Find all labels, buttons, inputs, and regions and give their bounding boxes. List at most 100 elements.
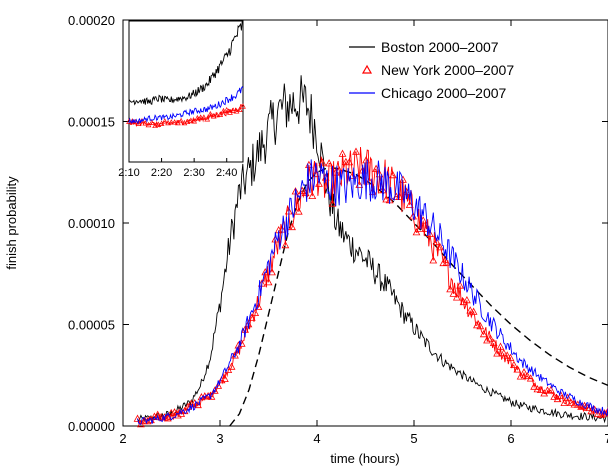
inset: 2:10 2:20 2:30 2:40 [118, 20, 246, 179]
series-marker-new [436, 243, 444, 251]
series-marker-new [496, 342, 505, 350]
series-marker-new [352, 147, 360, 155]
inset-x-tick-label: 2:10 [118, 167, 139, 179]
series-marker-new [251, 308, 260, 317]
axis-ticks [122, 19, 608, 427]
series-marker-new [476, 321, 485, 330]
series-marker-new [315, 179, 323, 187]
series-marker-new [594, 409, 602, 418]
y-tick-label: 0.00020 [68, 13, 115, 28]
series-marker-new [520, 368, 528, 376]
series-marker-new [264, 278, 273, 286]
series-marker-new [473, 321, 481, 329]
series-marker-new [452, 293, 461, 301]
inset-series [126, 20, 246, 129]
y-tick-label: 0.00010 [68, 216, 115, 231]
inset-series-marker-newyork [223, 106, 230, 113]
series-marker-new [214, 381, 223, 389]
legend-label-chicago: Chicago 2000–2007 [381, 85, 507, 101]
inset-series-marker-newyork [178, 117, 184, 124]
x-axis-label: time (hours) [330, 451, 399, 466]
y-axis-label: finish probability [4, 176, 19, 270]
series-layer [133, 75, 608, 428]
inset-series-marker-newyork [171, 119, 178, 125]
series-marker-new [483, 336, 491, 344]
inset-x-tick-label: 2:20 [151, 167, 172, 179]
inset-series-marker-newyork [168, 119, 175, 125]
inset-series-marker-newyork [161, 118, 168, 124]
series-marker-new [412, 228, 421, 236]
series-marker-new [163, 414, 172, 422]
inset-tick-labels: 2:10 2:20 2:30 2:40 [118, 167, 237, 179]
series-marker-new [180, 406, 189, 415]
series-marker-new [335, 166, 344, 174]
inset-series-marker-newyork [240, 103, 246, 109]
series-marker-new [503, 351, 512, 359]
inset-series-marker-newyork [191, 118, 197, 124]
x-tick-label: 3 [216, 431, 223, 446]
series-marker-new [308, 191, 317, 200]
series-marker-new [530, 382, 538, 390]
inset-series-marker-newyork [155, 121, 162, 127]
legend-label-newyork: New York 2000–2007 [381, 62, 514, 78]
legend-label-boston: Boston 2000–2007 [381, 39, 499, 55]
inset-series-marker-newyork [204, 116, 211, 122]
series-marker-new [318, 158, 327, 166]
series-marker-new [510, 360, 518, 369]
x-tick-label: 6 [507, 431, 514, 446]
y-tick-label: 0.00015 [68, 115, 115, 130]
inset-series-line-chicago [128, 86, 244, 125]
series-marker-new [325, 159, 333, 167]
series-marker-new [382, 195, 391, 203]
series-marker-new [305, 160, 313, 169]
inset-series-marker-newyork [165, 119, 171, 126]
series-marker-new [338, 149, 347, 157]
series-marker-new [268, 268, 276, 276]
x-tick-label: 2 [119, 431, 126, 446]
inset-series-marker-newyork [217, 111, 224, 117]
series-marker-new [479, 329, 488, 338]
series-marker-new [526, 374, 535, 382]
series-marker-new [254, 302, 263, 310]
x-tick-label: 4 [313, 431, 320, 446]
series-marker-new [227, 362, 236, 370]
inset-series-marker-newyork [214, 111, 220, 118]
series-marker-new [560, 398, 569, 407]
inset-series-marker-newyork [194, 114, 201, 121]
series-marker-new [399, 175, 407, 183]
series-marker-new [170, 408, 179, 416]
inset-series-marker-newyork [188, 117, 194, 123]
series-marker-new [547, 385, 555, 394]
series-marker-new [523, 371, 532, 380]
series-line-fit [229, 167, 608, 427]
inset-series-line-boston [128, 20, 244, 106]
y-tick-label: 0.00005 [68, 318, 115, 333]
series-marker-new [247, 313, 256, 321]
series-marker-new [446, 285, 454, 293]
series-line-chicago [137, 159, 608, 425]
series-marker-new [486, 334, 495, 342]
series-marker-new [499, 348, 508, 357]
x-tick-labels: 2 3 4 5 6 7 [119, 431, 608, 446]
series-marker-new [469, 307, 478, 315]
series-marker-new [328, 199, 337, 207]
series-line-boston [137, 75, 608, 424]
y-tick-label: 0.00000 [68, 419, 115, 434]
inset-series-marker-newyork [236, 106, 243, 112]
inset-series-marker-newyork [207, 110, 214, 117]
series-marker-new [533, 385, 542, 393]
series-marker-new [150, 412, 159, 420]
series-marker-new [597, 410, 606, 418]
series-marker-new [449, 289, 458, 297]
series-marker-new [493, 349, 501, 357]
inset-series-marker-newyork [197, 114, 204, 120]
series-marker-new [362, 156, 370, 164]
series-marker-new [221, 374, 229, 383]
series-marker-new [133, 414, 142, 422]
series-marker-new [587, 406, 596, 415]
series-marker-new [153, 410, 162, 418]
x-tick-label: 7 [604, 431, 608, 446]
series-marker-new [463, 295, 471, 304]
legend-swatch-newyork [361, 64, 373, 74]
